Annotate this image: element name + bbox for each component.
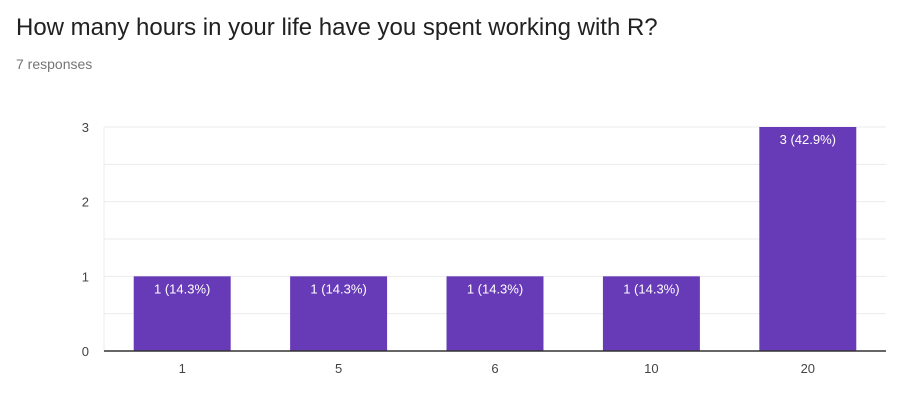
y-tick-label: 3 [82,120,89,135]
bar[interactable] [290,276,388,351]
bar[interactable] [446,276,544,351]
bar-data-label: 1 (14.3%) [623,281,679,296]
bar-data-label: 1 (14.3%) [467,281,523,296]
response-count: 7 responses [16,56,93,72]
bars [133,127,857,351]
x-tick-label: 20 [801,361,815,376]
question-title: How many hours in your life have you spe… [16,14,658,41]
bar[interactable] [759,127,857,351]
y-tick-label: 2 [82,195,89,210]
bar[interactable] [133,276,231,351]
x-tick-label: 10 [644,361,658,376]
x-tick-label: 6 [491,361,498,376]
bar-data-label: 3 (42.9%) [780,132,836,147]
bar-data-label: 1 (14.3%) [310,281,366,296]
x-axis-ticks: 1 5 6 10 20 [179,361,815,376]
bar-data-labels: 1 (14.3%) 1 (14.3%) 1 (14.3%) 1 (14.3%) 3 (4… [154,132,836,296]
x-tick-label: 1 [179,361,186,376]
x-tick-label: 5 [335,361,342,376]
y-tick-label: 0 [82,344,89,359]
bar-data-label: 1 (14.3%) [154,281,210,296]
y-tick-label: 1 [82,269,89,284]
y-axis-ticks: 0 1 2 3 [82,120,89,359]
bar[interactable] [602,276,700,351]
